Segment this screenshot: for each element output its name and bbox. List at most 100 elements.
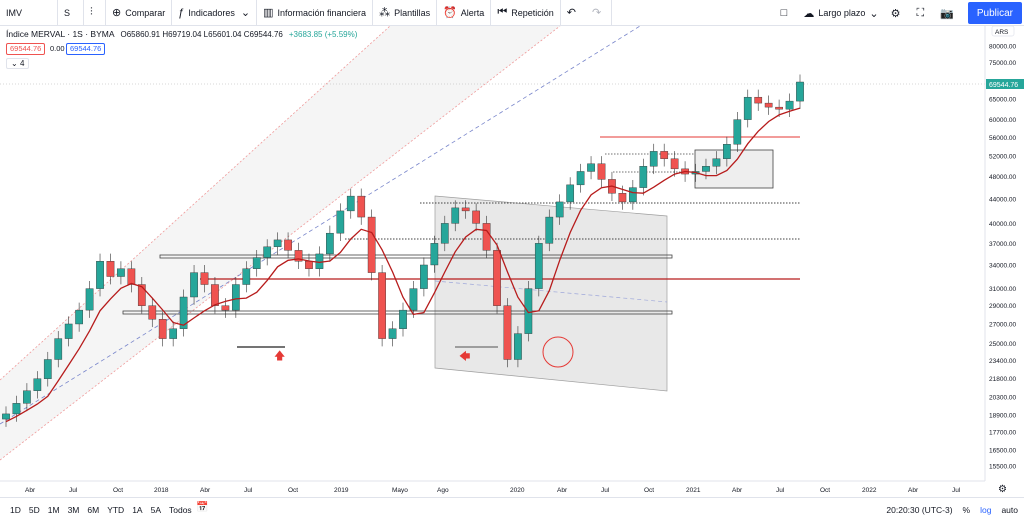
time-tick-14: 2021 xyxy=(686,487,701,494)
candle xyxy=(775,106,783,110)
financials-button[interactable]: ▥ Información financiera xyxy=(257,0,374,26)
range-button-1m[interactable]: 1M xyxy=(47,504,60,515)
candle xyxy=(158,319,167,339)
time-axis-ticks[interactable]: Abr Jul Oct 2018 Abr Jul Oct 2019 Mayo Ago 2020 Abr… xyxy=(25,487,961,494)
candle xyxy=(263,246,272,258)
replay-button[interactable]: ⏮ Repetición xyxy=(491,0,561,26)
legend-title[interactable]: Índice MERVAL · 1S · BYMA xyxy=(6,29,115,39)
fullscreen-icon: ⛶ xyxy=(916,6,925,19)
auto-toggle[interactable]: auto xyxy=(1001,505,1018,515)
ask-price[interactable]: 69544.76 xyxy=(66,43,106,55)
undo-button[interactable]: ↶ xyxy=(561,0,586,26)
replay-label: Repetición xyxy=(511,7,554,18)
price-tick-21: 15500.00 xyxy=(989,464,1016,471)
log-toggle[interactable]: log xyxy=(980,505,992,515)
range-button-5d[interactable]: 5D xyxy=(28,504,40,515)
axis-settings-icon[interactable]: ⚙ xyxy=(998,484,1007,495)
layout-menu-button[interactable]: ☁ Largo plazo ⌄ xyxy=(797,0,884,26)
settings-button[interactable]: ⚙ xyxy=(885,0,911,26)
candle xyxy=(326,232,334,255)
candle xyxy=(420,264,428,289)
range-button-5a[interactable]: 5A xyxy=(150,504,161,515)
candle xyxy=(461,207,470,212)
price-tick-2: 65000.00 xyxy=(989,97,1016,104)
undo-icon: ↶ xyxy=(566,7,576,19)
calendar-icon[interactable]: 📅 xyxy=(196,502,209,513)
publish-button[interactable]: Publicar xyxy=(967,2,1022,24)
templates-label: Plantillas xyxy=(394,7,431,18)
currency-badge[interactable]: ARS xyxy=(995,29,1009,36)
candle xyxy=(764,102,773,108)
compare-button[interactable]: ⊕ Comparar xyxy=(106,0,173,26)
legend-change: +3683.85 (+5.59%) xyxy=(288,29,358,39)
indicators-button[interactable]: ƒ Indicadores ⌄ xyxy=(172,0,258,26)
time-tick-13: Oct xyxy=(644,487,654,494)
candle xyxy=(534,243,543,289)
candle xyxy=(472,210,480,224)
templates-icon: ⁂ xyxy=(379,7,391,19)
chart-legend: Índice MERVAL · 1S · BYMA O65860.91 H697… xyxy=(6,29,357,39)
range-button-3m[interactable]: 3M xyxy=(67,504,80,515)
candle xyxy=(587,163,595,172)
candle xyxy=(75,309,83,325)
chart-style-button[interactable]: ⫶ xyxy=(84,0,106,26)
range-button-1a[interactable]: 1A xyxy=(132,504,143,515)
candle xyxy=(305,261,313,269)
candle xyxy=(503,305,512,360)
price-axis-ticks[interactable]: 80000.00 75000.00 65000.00 60000.00 56000.00… xyxy=(989,44,1016,471)
bottom-bar: 1D 5D 1M 3M 6M YTD 1A 5A Todos 📅 20:20:30 (UTC-3… xyxy=(0,497,1024,521)
candle xyxy=(430,243,439,266)
redo-button[interactable]: ↷ xyxy=(586,0,613,26)
range-button-1d[interactable]: 1D xyxy=(10,504,21,515)
range-button-6m[interactable]: 6M xyxy=(87,504,100,515)
chevron-down-icon: ⌄ xyxy=(240,7,251,19)
candle xyxy=(524,288,533,334)
time-tick-19: Abr xyxy=(908,487,919,494)
candle xyxy=(712,158,721,167)
candle xyxy=(357,195,366,218)
candle xyxy=(440,223,449,244)
candle xyxy=(399,309,407,329)
support-zone-upper xyxy=(159,254,673,259)
candle xyxy=(670,158,679,170)
price-tick-16: 21800.00 xyxy=(989,376,1016,383)
price-tick-6: 48000.00 xyxy=(989,174,1016,181)
candle xyxy=(346,195,355,212)
clock-time[interactable]: 20:20:30 (UTC-3) xyxy=(886,505,953,515)
candle xyxy=(576,171,585,186)
range-button-todos[interactable]: Todos xyxy=(169,504,192,515)
plus-circle-icon: ⊕ xyxy=(112,7,122,19)
fullscreen-button[interactable]: ⛶ xyxy=(910,0,934,26)
range-button-ytd[interactable]: YTD xyxy=(107,504,125,515)
price-tick-10: 34000.00 xyxy=(989,262,1016,269)
snapshot-button[interactable]: 📷 xyxy=(934,0,964,26)
candle xyxy=(169,328,178,339)
alert-button[interactable]: ⏰ Alerta xyxy=(437,0,492,26)
symbol-search-button[interactable]: IMV xyxy=(0,0,58,26)
templates-button[interactable]: ⁂ Plantillas xyxy=(373,0,438,26)
publish-label: Publicar xyxy=(976,7,1013,19)
candle xyxy=(85,288,94,311)
multi-layout-button[interactable]: □ xyxy=(775,0,798,26)
candle xyxy=(493,250,501,306)
time-tick-1: Jul xyxy=(69,487,78,494)
price-axis-bg xyxy=(985,26,1024,481)
candle xyxy=(785,100,794,110)
candle xyxy=(200,272,209,285)
bid-price[interactable]: 69544.76 xyxy=(6,43,46,55)
candle xyxy=(555,201,564,218)
price-tick-7: 44000.00 xyxy=(989,196,1016,203)
candle xyxy=(106,261,115,277)
percent-toggle[interactable]: % xyxy=(962,505,971,515)
indicators-toggle[interactable]: ⌄ 4 xyxy=(6,58,30,69)
candles-group xyxy=(2,74,804,427)
time-tick-0: Abr xyxy=(25,487,36,494)
candle xyxy=(33,378,42,391)
interval-button[interactable]: S xyxy=(58,0,84,26)
time-tick-3: 2018 xyxy=(154,487,169,494)
price-chart[interactable]: 🡅 🡄 80000.00 75000.00 65000.00 60000.00 5600… xyxy=(0,26,1024,497)
candle xyxy=(336,210,345,234)
price-tick-19: 17700.00 xyxy=(989,430,1016,437)
time-tick-4: Abr xyxy=(200,487,211,494)
candle xyxy=(117,268,125,277)
